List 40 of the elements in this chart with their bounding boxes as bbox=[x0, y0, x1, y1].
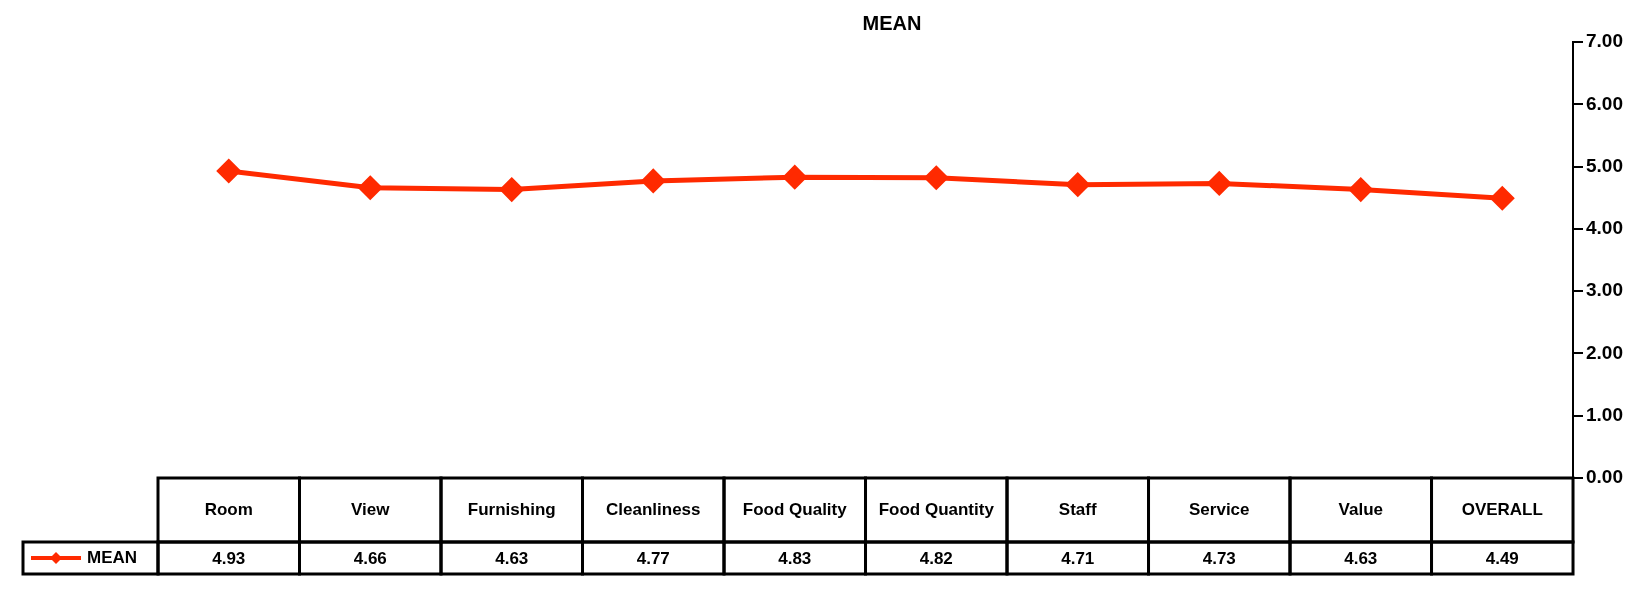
x-tick-label: Room bbox=[204, 499, 253, 519]
point bbox=[217, 159, 241, 183]
point bbox=[924, 166, 948, 190]
x-tick-label: Furnishing bbox=[467, 499, 556, 519]
x-tick-label: Food Quality bbox=[742, 499, 848, 519]
point bbox=[500, 178, 524, 202]
data-label: 4.63 bbox=[1344, 548, 1378, 568]
x-tick-label: Cleanliness bbox=[606, 499, 701, 519]
y-tick-label: 7.00 bbox=[1586, 30, 1623, 52]
data-label: 4.93 bbox=[212, 548, 246, 568]
data-label: 4.63 bbox=[495, 548, 529, 568]
data-label: 4.49 bbox=[1485, 548, 1519, 568]
y-tick-label: 0.00 bbox=[1586, 466, 1623, 488]
y-tick-label: 4.00 bbox=[1586, 217, 1623, 239]
point bbox=[783, 165, 807, 189]
data-label: 4.83 bbox=[778, 548, 812, 568]
point bbox=[641, 169, 665, 193]
y-tick-label: 3.00 bbox=[1586, 279, 1623, 301]
point bbox=[1349, 178, 1373, 202]
y-tick-label: 2.00 bbox=[1586, 341, 1623, 363]
data-label: 4.82 bbox=[919, 548, 953, 568]
data-label: 4.73 bbox=[1202, 548, 1236, 568]
x-tick-label: View bbox=[351, 499, 391, 519]
x-tick-label: Food Quantity bbox=[878, 499, 995, 519]
point bbox=[358, 176, 382, 200]
data-label: 4.77 bbox=[636, 548, 670, 568]
x-tick-label: Value bbox=[1338, 499, 1383, 519]
y-tick-label: 1.00 bbox=[1586, 403, 1623, 425]
y-tick-label: 5.00 bbox=[1586, 154, 1623, 176]
chart-title: MEAN bbox=[862, 11, 922, 34]
x-tick-label: Service bbox=[1189, 499, 1250, 519]
legend-label: MEAN bbox=[87, 547, 138, 567]
point bbox=[1066, 173, 1090, 197]
x-tick-label: Staff bbox=[1058, 499, 1097, 519]
x-tick-label: OVERALL bbox=[1461, 499, 1543, 519]
data-label: 4.66 bbox=[353, 548, 387, 568]
data-label: 4.71 bbox=[1061, 548, 1095, 568]
point bbox=[1490, 186, 1514, 210]
y-tick-label: 6.00 bbox=[1586, 92, 1623, 114]
point bbox=[1207, 171, 1231, 195]
